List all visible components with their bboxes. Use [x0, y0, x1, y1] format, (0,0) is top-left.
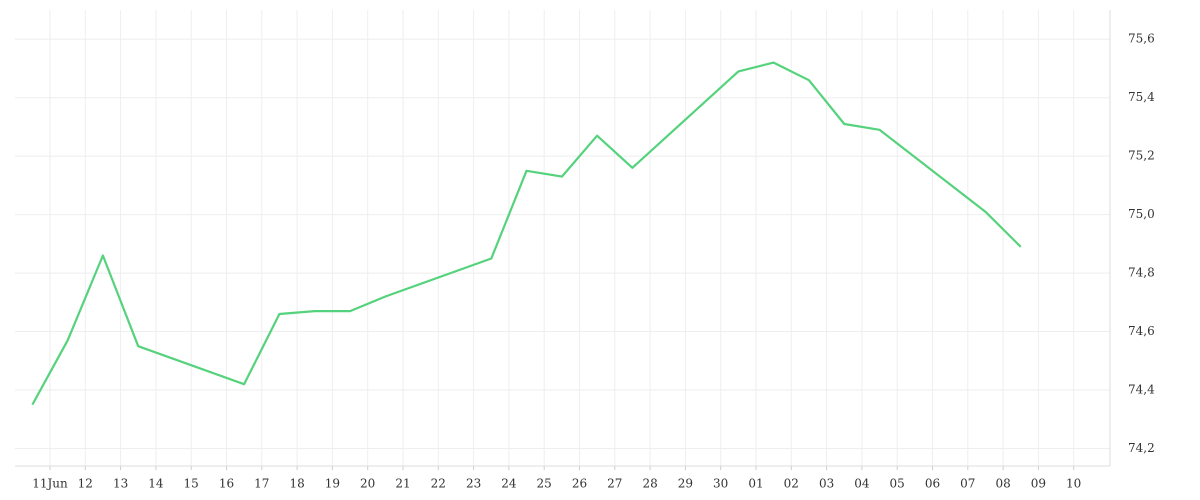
- x-tick-label: 21: [395, 477, 410, 491]
- x-tick-label: 08: [995, 477, 1010, 491]
- x-tick-label: 29: [678, 477, 693, 491]
- x-tick-label: 27: [607, 477, 622, 491]
- y-tick-label: 74,6: [1128, 324, 1155, 338]
- x-tick-label: 04: [854, 477, 870, 491]
- x-tick-label: 06: [925, 477, 940, 491]
- x-tick-label: 22: [431, 477, 446, 491]
- y-tick-label: 74,4: [1128, 383, 1155, 397]
- x-tick-label: 28: [642, 477, 657, 491]
- y-tick-label: 75,4: [1128, 90, 1155, 104]
- y-tick-label: 75,2: [1128, 149, 1155, 163]
- x-tick-label: 13: [113, 477, 128, 491]
- grid: [15, 10, 1110, 466]
- x-tick-label: 20: [360, 477, 375, 491]
- y-tick-label: 74,2: [1128, 441, 1155, 455]
- x-tick-label: 10: [1066, 477, 1081, 491]
- x-tick-label: 26: [572, 477, 587, 491]
- x-tick-label: 14: [148, 477, 164, 491]
- x-tick-label: 02: [784, 477, 799, 491]
- x-tick-label: 07: [960, 477, 975, 491]
- x-tick-label: 12: [78, 477, 93, 491]
- x-tick-label: 09: [1031, 477, 1046, 491]
- x-tick-label: 23: [466, 477, 481, 491]
- y-tick-label: 75,6: [1128, 32, 1155, 46]
- x-tick-label: 01: [748, 477, 763, 491]
- x-tick-label: 03: [819, 477, 834, 491]
- line-series: [31, 61, 1022, 406]
- y-tick-label: 74,8: [1128, 266, 1155, 280]
- x-tick-label: 05: [890, 477, 905, 491]
- x-tick-label: 18: [289, 477, 304, 491]
- x-tick-label: 25: [537, 477, 552, 491]
- x-tick-label: 16: [219, 477, 234, 491]
- x-tick-label: 24: [501, 477, 517, 491]
- x-tick-label: 30: [713, 477, 728, 491]
- x-tick-label: 15: [184, 477, 199, 491]
- x-tick-label: 17: [254, 477, 269, 491]
- x-tick-label: 19: [325, 477, 340, 491]
- y-tick-label: 75,0: [1128, 207, 1155, 221]
- x-tick-label: 11Jun: [32, 477, 68, 491]
